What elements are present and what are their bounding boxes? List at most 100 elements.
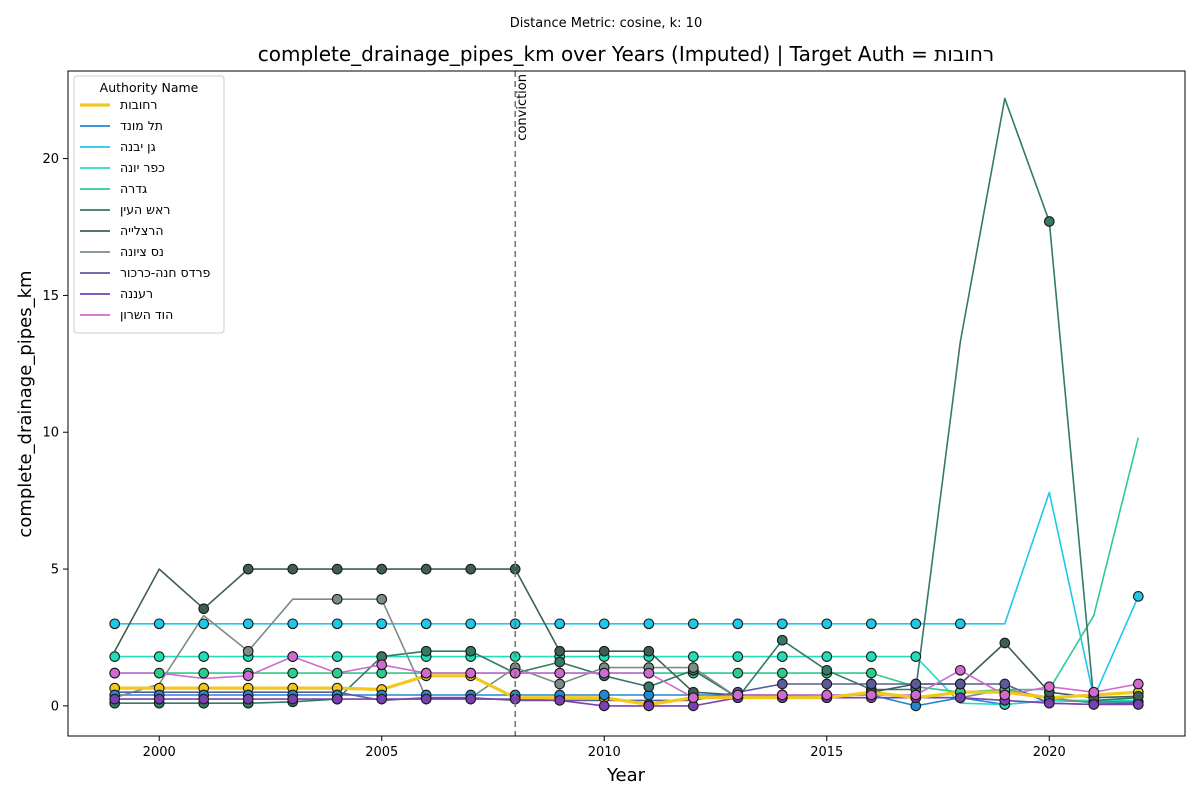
legend-label: כפר יונה: [120, 160, 165, 175]
data-point: [109, 651, 121, 662]
legend: Authority Name רחובות תל מונד גן יבנה כפר יו…: [73, 75, 225, 334]
data-point: [331, 651, 343, 662]
data-point: [954, 692, 966, 704]
legend-label: גן יבנה: [120, 139, 156, 154]
data-point: [153, 667, 165, 679]
data-point: [554, 618, 566, 630]
data-point: [242, 563, 254, 575]
series-line-3: [114, 655, 1139, 706]
data-point: [331, 563, 343, 575]
data-point: [465, 645, 477, 657]
data-point: [910, 651, 922, 662]
data-point: [776, 689, 788, 701]
data-point: [1088, 699, 1100, 710]
data-point: [198, 667, 210, 679]
data-point: [198, 603, 210, 615]
data-point: [376, 693, 388, 705]
data-point: [821, 678, 833, 690]
data-point: [643, 667, 655, 679]
data-point: [687, 618, 699, 630]
legend-label: ראש העין: [120, 202, 170, 217]
data-point: [554, 656, 566, 668]
plot-area: conviction 2000 2005 2010 2015 2020 0 5 10 15 20: [42, 70, 1186, 760]
data-point: [287, 618, 299, 630]
data-point: [465, 667, 477, 679]
data-point: [420, 693, 432, 705]
data-point: [153, 651, 165, 662]
y-tick-label: 0: [51, 699, 59, 714]
data-point: [376, 563, 388, 575]
data-point: [109, 667, 121, 679]
y-tick-label: 10: [42, 426, 59, 441]
data-point: [153, 693, 165, 705]
data-point: [865, 618, 877, 630]
series-line-2: [114, 491, 1140, 699]
data-point: [687, 662, 699, 673]
data-point: [643, 681, 655, 693]
data-point: [242, 693, 254, 705]
data-point: [954, 664, 966, 676]
series-line-9: [114, 696, 1139, 707]
data-point: [821, 651, 833, 662]
data-point: [999, 678, 1011, 690]
legend-label: רחובות: [120, 97, 157, 112]
data-point: [1132, 678, 1144, 690]
data-point: [687, 692, 699, 704]
data-point: [732, 618, 744, 630]
series-line-10: [114, 655, 1139, 699]
data-point: [598, 700, 610, 712]
chart-suptitle: Distance Metric: cosine, k: 10: [510, 16, 702, 31]
data-point: [776, 667, 788, 679]
data-point: [999, 689, 1011, 701]
chart-title: complete_drainage_pipes_km over Years (I…: [258, 42, 994, 66]
data-point: [821, 618, 833, 630]
legend-label: תל מונד: [120, 118, 163, 133]
data-point: [1043, 216, 1055, 227]
legend-label: הרצלייה: [120, 223, 164, 238]
series-line-6: [113, 568, 1139, 699]
data-point: [1088, 686, 1100, 698]
data-point: [821, 664, 833, 676]
legend-box: [73, 75, 225, 334]
data-point: [732, 651, 744, 662]
data-point: [242, 618, 254, 630]
data-point: [732, 689, 744, 701]
data-point: [1132, 699, 1144, 710]
data-point: [554, 667, 566, 679]
data-point: [865, 678, 877, 690]
data-point: [198, 693, 210, 705]
data-point: [821, 689, 833, 701]
data-point: [465, 693, 477, 705]
data-point: [198, 651, 210, 662]
data-point: [198, 618, 210, 630]
data-point: [109, 693, 121, 705]
data-point: [776, 678, 788, 690]
x-tick-label: 2010: [588, 745, 621, 760]
data-point: [109, 618, 121, 630]
data-point: [910, 678, 922, 690]
data-point: [732, 667, 744, 679]
data-point: [287, 667, 299, 679]
data-point: [643, 700, 655, 712]
data-point: [242, 670, 254, 682]
data-point: [910, 618, 922, 630]
series-line-5: [114, 97, 1139, 705]
data-point: [420, 618, 432, 630]
x-tick-label: 2020: [1033, 745, 1066, 760]
data-point: [999, 637, 1011, 649]
data-point: [1132, 591, 1144, 602]
y-tick-label: 20: [42, 152, 59, 167]
y-tick-label: 5: [51, 563, 59, 578]
x-tick-label: 2015: [810, 745, 843, 760]
series-line-4: [114, 437, 1140, 694]
data-point: [153, 618, 165, 630]
series-line-target: [114, 674, 1139, 707]
axes-frame: [67, 70, 1186, 737]
data-point: [376, 593, 388, 605]
data-point: [687, 651, 699, 662]
legend-label: נס ציונה: [120, 244, 164, 259]
x-axis-label: Year: [606, 765, 646, 786]
data-point: [287, 563, 299, 575]
data-point: [598, 689, 610, 701]
